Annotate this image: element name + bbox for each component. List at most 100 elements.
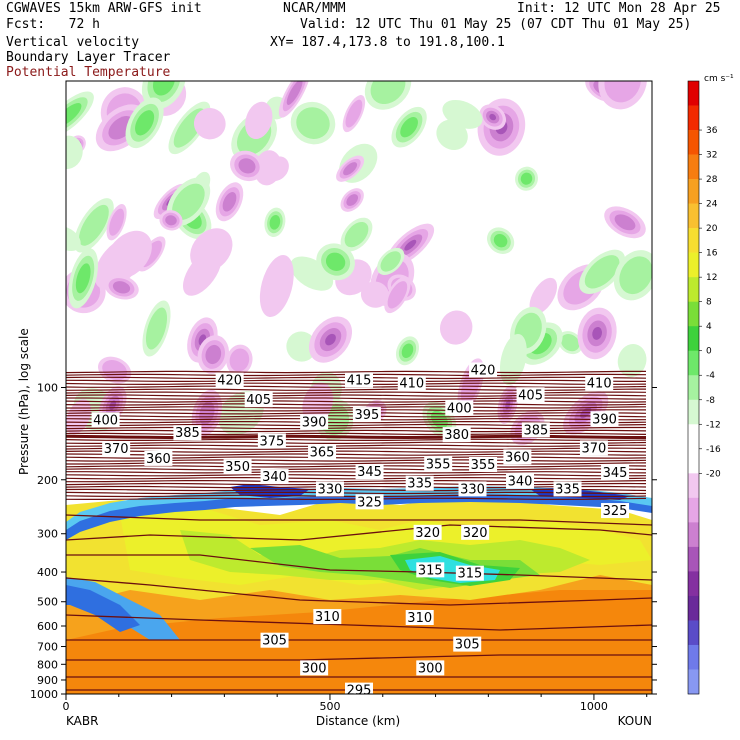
velocity-blob xyxy=(584,255,620,289)
theta-contour-label: 335 xyxy=(555,482,580,497)
velocity-blob xyxy=(344,221,369,248)
velocity-blob xyxy=(286,331,317,362)
theta-contour-line xyxy=(66,370,646,374)
velocity-blob xyxy=(619,256,652,295)
velocity-blob xyxy=(78,204,109,246)
right-endpoint-label: KOUN xyxy=(618,714,652,728)
theta-contour-label: 315 xyxy=(418,563,443,578)
velocity-blob xyxy=(345,99,363,128)
valid-time: Valid: 12 UTC Thu 01 May 25 (07 CDT Thu … xyxy=(300,17,692,32)
contour-label-bg xyxy=(503,449,532,465)
velocity-blob xyxy=(520,172,533,185)
theta-contour-label: 325 xyxy=(603,504,628,519)
contour-label-bg xyxy=(173,425,202,441)
colorbar-units: cm s⁻¹ xyxy=(704,74,734,84)
colorbar-swatch xyxy=(688,277,699,302)
velocity-blob xyxy=(617,344,647,377)
colorbar-swatch xyxy=(688,522,699,548)
colorbar-swatch xyxy=(688,620,699,646)
theta-contour-label: 420 xyxy=(471,363,496,378)
theta-contour-line xyxy=(66,614,652,631)
velocity-blob xyxy=(286,81,303,105)
theta-contour-label: 410 xyxy=(399,376,424,391)
theta-contour-label: 400 xyxy=(447,401,472,416)
theta-contour-line xyxy=(66,491,646,495)
theta-contour-label: 300 xyxy=(418,661,443,676)
theta-contour-label: 390 xyxy=(592,412,617,427)
y-tick-label: 200 xyxy=(37,474,58,487)
velocity-blob xyxy=(493,234,508,248)
boundary-layer-tracer-field xyxy=(66,484,652,694)
velocity-blob xyxy=(325,333,336,346)
colorbar-swatch xyxy=(688,546,699,572)
theta-contour-label: 300 xyxy=(302,661,327,676)
field-potential-temperature: Potential Temperature xyxy=(6,65,171,80)
contour-label-bg xyxy=(461,524,490,540)
contour-label-bg xyxy=(506,473,535,489)
velocity-blob xyxy=(109,208,125,236)
theta-contour-label: 330 xyxy=(318,482,343,497)
theta-contour-label: 345 xyxy=(603,466,628,481)
contour-label-bg xyxy=(445,400,474,416)
velocity-blob xyxy=(325,252,346,271)
contour-label-bg xyxy=(223,459,252,475)
theta-contour-label: 405 xyxy=(518,388,543,403)
velocity-blob xyxy=(360,281,389,308)
colorbar-swatch xyxy=(688,105,699,131)
distance-axis: 0 500 1000 xyxy=(63,694,648,713)
velocity-blob xyxy=(400,117,418,138)
velocity-blob xyxy=(112,281,131,294)
contour-label-bg xyxy=(469,362,498,378)
contour-label-bg xyxy=(601,503,630,519)
y-tick-label: 1000 xyxy=(30,688,58,701)
colorbar-tick-label: -4 xyxy=(706,371,715,381)
velocity-blob xyxy=(592,326,602,340)
contour-label-bg xyxy=(453,636,482,652)
theta-contour-label: 340 xyxy=(262,470,287,485)
theta-contour-label: 315 xyxy=(457,567,482,582)
velocity-blob xyxy=(442,99,483,129)
contour-label-bg xyxy=(416,562,445,578)
velocity-blob xyxy=(346,194,359,206)
colorbar-tick-label: 28 xyxy=(706,175,718,185)
theta-contour-line xyxy=(66,397,647,400)
velocity-blob xyxy=(529,277,558,315)
theta-contour-label: 355 xyxy=(471,458,496,473)
velocity-blob xyxy=(229,348,250,372)
colorbar-swatch xyxy=(688,448,699,474)
colorbar-swatch xyxy=(688,81,699,106)
velocity-blob xyxy=(75,263,91,294)
theta-contour-label: 420 xyxy=(217,374,242,389)
theta-contour-line xyxy=(66,391,647,394)
colorbar-tick-label: -16 xyxy=(706,445,721,455)
theta-contour-line xyxy=(66,577,652,606)
contour-label-bg xyxy=(215,372,244,388)
y-tick-label: 300 xyxy=(37,528,58,541)
theta-contour-label: 350 xyxy=(225,460,250,475)
theta-contour-label: 320 xyxy=(415,526,440,541)
theta-contour-label: 360 xyxy=(505,450,530,465)
cross-section-endpoints: XY= 187.4,173.8 to 191.8,100.1 xyxy=(270,35,505,50)
velocity-blob xyxy=(145,307,168,350)
contour-label-bg xyxy=(521,422,550,438)
contour-label-bg xyxy=(260,632,289,648)
contour-label-bg xyxy=(352,407,381,423)
model-title: CGWAVES 15km ARW-GFS init xyxy=(6,1,202,16)
colorbar-tick-label: -20 xyxy=(706,469,721,479)
theta-contour-label: 325 xyxy=(357,495,382,510)
theta-contour-line xyxy=(66,447,647,450)
velocity-blob xyxy=(165,215,177,226)
velocity-blob xyxy=(614,214,636,231)
velocity-blob xyxy=(343,162,358,176)
velocity-blob xyxy=(380,251,401,272)
colorbar-swatch xyxy=(688,154,699,180)
theta-contour-label: 320 xyxy=(463,526,488,541)
colorbar-swatch xyxy=(688,203,699,229)
velocity-blob xyxy=(222,192,237,212)
contour-label-bg xyxy=(102,441,131,457)
theta-contour-line xyxy=(66,441,647,445)
velocity-blob xyxy=(404,239,417,251)
theta-contour-label: 335 xyxy=(407,477,432,492)
velocity-blob xyxy=(94,236,144,290)
colorbar-swatch xyxy=(688,350,699,376)
